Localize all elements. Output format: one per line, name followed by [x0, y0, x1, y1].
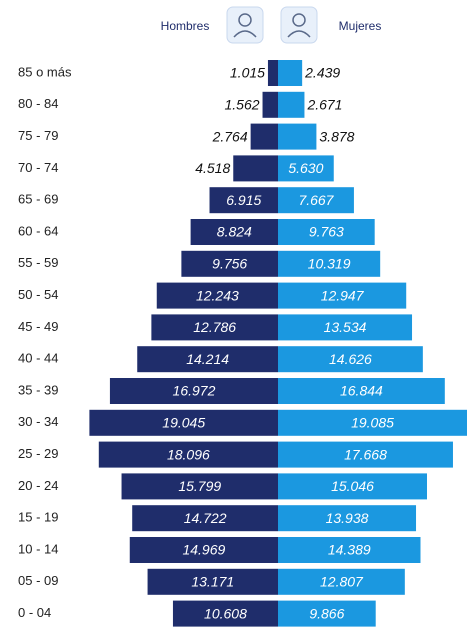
bar-men: [172, 600, 278, 627]
bar-women: [278, 314, 413, 341]
value-label: 1.015: [230, 65, 265, 81]
value-label: 13.534: [324, 319, 367, 335]
bar-men: [147, 568, 278, 595]
bar-women: [278, 91, 305, 118]
bar-women: [278, 60, 303, 86]
value-label: 1.562: [224, 97, 259, 113]
bar-women: [278, 378, 445, 404]
bar-men: [129, 537, 278, 563]
value-label: 16.972: [173, 383, 216, 399]
category-label: 60 - 64: [18, 223, 58, 238]
bar-women: [278, 219, 375, 245]
bar-women: [278, 346, 423, 373]
bar-men: [98, 441, 278, 468]
category-label: 75 - 79: [18, 128, 58, 143]
bar-women: [278, 568, 405, 595]
category-label: 35 - 39: [18, 382, 58, 397]
legend-men: Hombres: [161, 19, 210, 33]
category-label: 05 - 09: [18, 573, 58, 588]
bar-men: [109, 378, 279, 404]
value-label: 14.722: [184, 510, 227, 526]
bar-men: [267, 60, 278, 86]
bar-women: [278, 187, 354, 214]
bar-men: [233, 155, 278, 182]
category-label: 65 - 69: [18, 192, 58, 207]
value-label: 19.045: [162, 415, 205, 431]
category-label: 45 - 49: [18, 319, 58, 334]
value-label: 13.171: [191, 574, 234, 590]
value-label: 12.807: [320, 574, 364, 590]
value-label: 10.319: [308, 256, 351, 272]
category-label: 80 - 84: [18, 96, 58, 111]
category-label: 50 - 54: [18, 287, 58, 302]
value-label: 16.844: [340, 383, 383, 399]
category-label: 40 - 44: [18, 351, 58, 366]
value-label: 7.667: [298, 192, 334, 208]
bar-men: [121, 473, 278, 500]
value-label: 14.214: [186, 351, 229, 367]
value-label: 12.786: [193, 319, 236, 335]
value-label: 6.915: [226, 192, 261, 208]
value-label: 3.878: [319, 128, 354, 144]
bar-men: [132, 505, 278, 532]
category-label: 30 - 34: [18, 414, 58, 429]
value-label: 9.756: [212, 256, 247, 272]
bar-women: [278, 473, 428, 500]
category-label: 85 o más: [18, 64, 72, 79]
value-label: 14.389: [328, 542, 371, 558]
bar-men: [250, 123, 278, 150]
value-label: 9.763: [309, 224, 344, 240]
bar-women: [278, 441, 453, 468]
category-label: 10 - 14: [18, 541, 58, 556]
value-label: 10.608: [204, 605, 247, 621]
bar-women: [278, 250, 381, 277]
value-label: 12.947: [321, 287, 365, 303]
bar-men: [89, 409, 279, 436]
icon-women: [280, 6, 318, 44]
value-label: 9.866: [309, 605, 344, 621]
value-label: 5.630: [288, 160, 323, 176]
category-label: 25 - 29: [18, 446, 58, 461]
bar-women: [278, 409, 467, 436]
bar-men: [209, 187, 278, 214]
bar-women: [278, 123, 317, 150]
value-label: 13.938: [326, 510, 369, 526]
value-label: 2.764: [212, 128, 248, 144]
value-label: 14.969: [182, 542, 225, 558]
category-label: 70 - 74: [18, 160, 58, 175]
value-label: 2.671: [306, 97, 342, 113]
value-label: 19.085: [351, 415, 394, 431]
bar-men: [262, 91, 278, 118]
category-label: 15 - 19: [18, 510, 58, 525]
value-label: 8.824: [217, 224, 252, 240]
bar-women: [278, 537, 421, 563]
bar-women: [278, 155, 334, 182]
bar-men: [181, 250, 278, 277]
value-label: 4.518: [195, 160, 230, 176]
bar-men: [156, 282, 278, 309]
bar-women: [278, 600, 376, 627]
value-label: 2.439: [304, 65, 340, 81]
value-label: 14.626: [329, 351, 372, 367]
category-label: 55 - 59: [18, 255, 58, 270]
bar-women: [278, 505, 417, 532]
value-label: 15.046: [331, 478, 374, 494]
legend-women: Mujeres: [339, 19, 382, 33]
icon-men: [226, 6, 264, 44]
bar-men: [151, 314, 278, 341]
value-label: 17.668: [344, 446, 387, 462]
bar-men: [137, 346, 278, 373]
category-label: 0 - 04: [18, 605, 51, 620]
value-label: 18.096: [167, 446, 210, 462]
bar-men: [190, 219, 278, 245]
value-label: 12.243: [196, 287, 239, 303]
category-label: 20 - 24: [18, 478, 58, 493]
bar-women: [278, 282, 407, 309]
value-label: 15.799: [178, 478, 221, 494]
